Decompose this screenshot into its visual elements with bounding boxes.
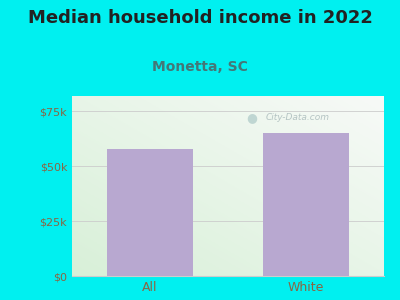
Bar — [107, 149, 193, 276]
Bar — [263, 133, 349, 276]
Text: ●: ● — [247, 111, 258, 124]
Text: Monetta, SC: Monetta, SC — [152, 60, 248, 74]
Text: City-Data.com: City-Data.com — [266, 113, 330, 122]
Text: Median household income in 2022: Median household income in 2022 — [28, 9, 372, 27]
